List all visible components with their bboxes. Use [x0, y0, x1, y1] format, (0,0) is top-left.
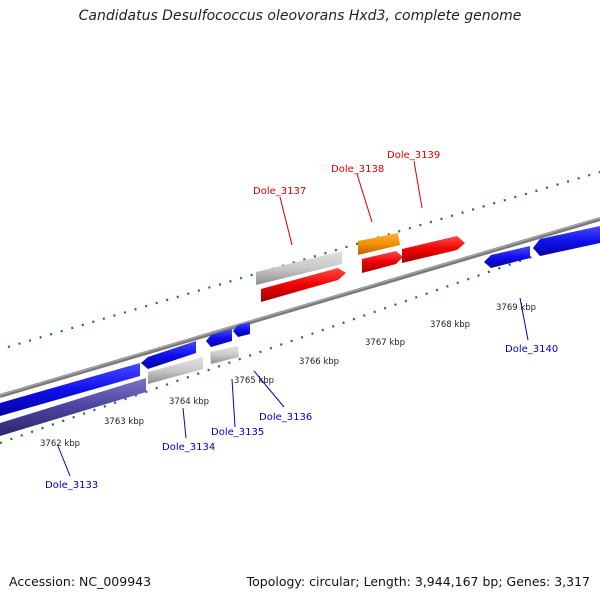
gene-dole-3134-box[interactable] [148, 357, 203, 384]
gene-dole-3135-arrow[interactable] [206, 329, 232, 347]
label-leaders [57, 160, 529, 477]
scale-label: 3766 kbp [299, 357, 339, 367]
forward-scale-ticks [7, 170, 600, 349]
gene-label-dole-3140[interactable]: Dole_3140 [505, 344, 558, 355]
genome-summary-text: Topology: circular; Length: 3,944,167 bp… [246, 574, 590, 589]
scale-label: 3762 kbp [40, 439, 80, 449]
gene-label-dole-3135[interactable]: Dole_3135 [211, 427, 264, 438]
gene-feature-gray-forward[interactable] [256, 251, 342, 285]
scale-labels: 3762 kbp 3763 kbp 3764 kbp 3765 kbp 3766… [40, 303, 536, 449]
gene-label-dole-3139[interactable]: Dole_3139 [387, 150, 440, 161]
gene-label-dole-3133[interactable]: Dole_3133 [45, 480, 98, 491]
gene-dole-3139-arrow[interactable] [402, 236, 465, 263]
gene-blue-right-arrow[interactable] [533, 226, 600, 256]
gene-dole-3138-arrow[interactable] [362, 251, 403, 273]
scale-label: 3769 kbp [496, 303, 536, 313]
gene-dole-3137-arrow[interactable] [261, 268, 346, 302]
gene-label-dole-3138[interactable]: Dole_3138 [331, 164, 384, 175]
scale-label: 3768 kbp [430, 320, 470, 330]
scale-label: 3764 kbp [169, 397, 209, 407]
gene-dole-3134-arrow[interactable] [141, 341, 196, 369]
gene-dole-3140-arrow[interactable] [484, 246, 530, 268]
reverse-scale-ticks [0, 231, 600, 445]
scale-label: 3767 kbp [365, 338, 405, 348]
gene-dole-3136-arrow[interactable] [233, 322, 250, 337]
gene-label-dole-3137[interactable]: Dole_3137 [253, 186, 306, 197]
gene-label-dole-3136[interactable]: Dole_3136 [259, 412, 312, 423]
gene-label-dole-3134[interactable]: Dole_3134 [162, 442, 215, 453]
scale-label: 3763 kbp [104, 417, 144, 427]
genome-title: Candidatus Desulfococcus oleovorans Hxd3… [78, 8, 522, 24]
gene-dole-3135-box[interactable] [210, 346, 239, 364]
genome-backbone [0, 217, 600, 398]
gene-dole-3133-arrow[interactable] [0, 363, 140, 416]
accession-text: Accession: NC_009943 [9, 574, 152, 589]
gene-dole-3133-shadow [0, 378, 146, 436]
gene-orange-arrow[interactable] [358, 233, 400, 255]
scale-label: 3765 kbp [234, 376, 274, 386]
